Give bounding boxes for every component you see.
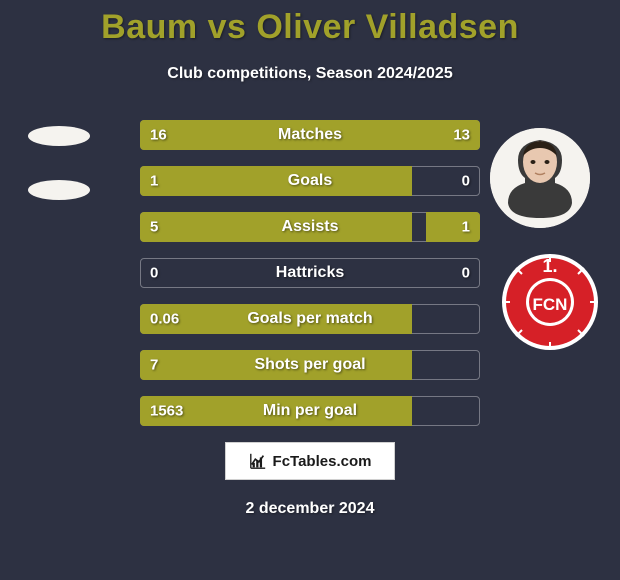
stat-bar-left (140, 212, 412, 242)
stat-label: Min per goal (263, 402, 357, 420)
fcn-badge-icon: 1. FCN (500, 252, 600, 352)
stat-label: Shots per goal (254, 356, 365, 374)
stat-value-left: 5 (150, 219, 158, 236)
player-left-club-placeholder (28, 180, 90, 200)
stat-bar-left (140, 166, 412, 196)
club-badge-right: 1. FCN (500, 252, 600, 352)
subtitle: Club competitions, Season 2024/2025 (0, 65, 620, 83)
stat-value-left: 1 (150, 173, 158, 190)
stat-row: 16 13 Matches (140, 120, 480, 150)
stat-value-right: 0 (462, 173, 470, 190)
player-left-avatar-placeholder-1 (28, 126, 90, 146)
stat-value-right: 0 (462, 265, 470, 282)
date-line: 2 december 2024 (0, 500, 620, 518)
stats-area: 16 13 Matches 1 0 Goals 5 1 Assists 0 0 Hattricks 0.… (140, 120, 480, 442)
stat-value-left: 0.06 (150, 311, 179, 328)
stat-value-left: 0 (150, 265, 158, 282)
page-title: Baum vs Oliver Villadsen (0, 0, 620, 47)
chart-icon (249, 452, 267, 470)
badge-text-bottom: FCN (533, 295, 568, 314)
stat-row: 0 0 Hattricks (140, 258, 480, 288)
footer-brand-text: FcTables.com (273, 453, 372, 470)
stat-value-right: 1 (462, 219, 470, 236)
stat-value-left: 1563 (150, 403, 183, 420)
stat-label: Hattricks (276, 264, 344, 282)
stat-row: 1 0 Goals (140, 166, 480, 196)
stat-label: Assists (282, 218, 339, 236)
stat-row: 7 Shots per goal (140, 350, 480, 380)
stat-value-right: 13 (453, 127, 470, 144)
stat-value-left: 16 (150, 127, 167, 144)
avatar-illustration (490, 128, 590, 228)
stat-label: Matches (278, 126, 342, 144)
stat-label: Goals (288, 172, 332, 190)
stat-label: Goals per match (247, 310, 372, 328)
player-right-avatar (490, 128, 590, 228)
stat-bar-right (426, 212, 480, 242)
stat-row: 1563 Min per goal (140, 396, 480, 426)
stat-value-left: 7 (150, 357, 158, 374)
stat-row: 0.06 Goals per match (140, 304, 480, 334)
footer-brand: FcTables.com (225, 442, 395, 480)
stat-row: 5 1 Assists (140, 212, 480, 242)
